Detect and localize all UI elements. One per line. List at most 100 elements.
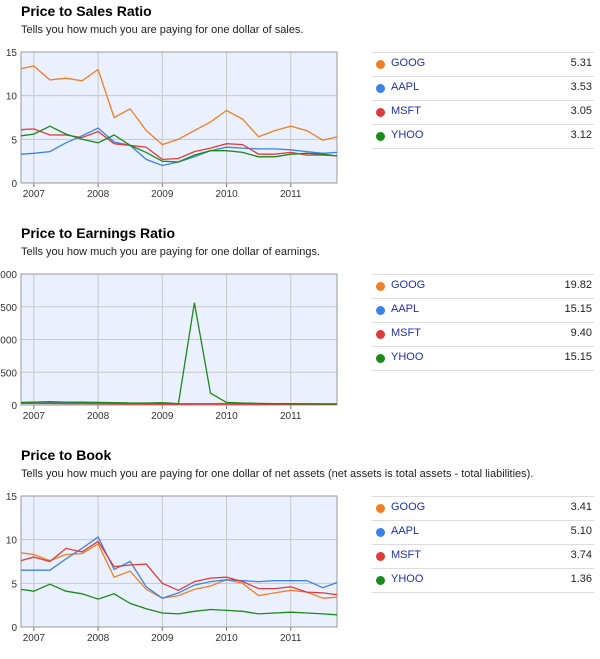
msft-dot-icon [376,108,385,117]
legend-row-yhoo: YHOO 15.15 [372,346,594,371]
y-tick-label: 0 [11,179,17,190]
x-tick-label: 2008 [87,633,110,644]
section-subtitle: Tells you how much you are paying for on… [21,246,321,258]
x-tick-label: 2007 [23,411,46,422]
ticker-link-aapl[interactable]: AAPL [391,81,420,93]
legend-row-aapl: AAPL 5.10 [372,520,594,544]
earnings-ratio-section: Price to Earnings Ratio Tells you how mu… [0,222,600,437]
x-tick-label: 2011 [280,189,302,200]
ticker-link-msft[interactable]: MSFT [391,327,421,339]
legend-value: 1.36 [570,573,592,585]
x-tick-label: 2011 [280,633,302,644]
x-tick-label: 2010 [215,189,238,200]
sales-ratio-section: Price to Sales Ratio Tells you how much … [0,0,600,215]
x-tick-label: 2009 [151,189,174,200]
legend-value: 3.74 [570,549,592,561]
plot-area [21,52,337,183]
y-tick-label: 15 [6,492,18,503]
x-tick-label: 2009 [151,633,174,644]
chart-svg: 0 500 1000 1500 2000 2007 2008 2009 2010 2011 [0,270,338,422]
legend-value: 19.82 [564,279,592,291]
series-line-yhoo [20,125,338,163]
yhoo-dot-icon [376,576,385,585]
legend-value: 15.15 [564,351,592,363]
legend-value: 5.31 [570,57,592,69]
series-line-msft [20,540,338,596]
legend-value: 5.10 [570,525,592,537]
y-tick-label: 15 [6,48,18,59]
ticker-link-goog[interactable]: GOOG [391,279,426,291]
ticker-link-aapl[interactable]: AAPL [391,525,420,537]
legend-row-goog: GOOG 19.82 [372,274,594,298]
aapl-dot-icon [376,306,385,315]
ticker-link-yhoo[interactable]: YHOO [391,573,424,585]
legend-row-msft: MSFT 3.05 [372,100,594,124]
y-tick-label: 500 [0,368,17,379]
series-line-yhoo [20,583,338,616]
legend-value: 3.53 [570,81,592,93]
section-title: Price to Sales Ratio [21,3,152,19]
goog-dot-icon [376,282,385,291]
series-line-goog [20,65,338,146]
book-ratio-legend: GOOG 3.41 AAPL 5.10 MSFT 3.74 YHOO 1.36 [372,496,594,593]
legend-row-goog: GOOG 5.31 [372,52,594,76]
plot-area [21,496,337,627]
ticker-link-goog[interactable]: GOOG [391,57,426,69]
sales-ratio-chart: 0 5 10 15 2007 2008 2009 2010 2011 [0,44,345,204]
ticker-link-yhoo[interactable]: YHOO [391,351,424,363]
y-tick-label: 5 [11,579,17,590]
ticker-link-msft[interactable]: MSFT [391,105,421,117]
legend-value: 15.15 [564,303,592,315]
legend-row-msft: MSFT 3.74 [372,544,594,568]
aapl-dot-icon [376,528,385,537]
x-tick-label: 2008 [87,411,110,422]
chart-svg: 0 5 10 15 2007 2008 2009 2010 2011 [6,492,338,644]
x-tick-label: 2007 [23,189,46,200]
y-tick-label: 2000 [0,270,17,281]
legend-row-aapl: AAPL 3.53 [372,76,594,100]
legend-row-yhoo: YHOO 1.36 [372,568,594,593]
legend-value: 3.05 [570,105,592,117]
x-tick-label: 2007 [23,633,46,644]
x-tick-label: 2010 [215,633,238,644]
ticker-link-msft[interactable]: MSFT [391,549,421,561]
goog-dot-icon [376,60,385,69]
msft-dot-icon [376,552,385,561]
legend-row-aapl: AAPL 15.15 [372,298,594,322]
legend-row-goog: GOOG 3.41 [372,496,594,520]
y-tick-label: 0 [11,623,17,634]
plot-border [20,51,338,184]
y-tick-label: 10 [6,536,18,547]
x-tick-label: 2010 [215,411,238,422]
book-ratio-chart: 0 5 10 15 2007 2008 2009 2010 2011 [0,488,345,648]
section-subtitle: Tells you how much you are paying for on… [21,24,304,36]
x-tick-label: 2008 [87,189,110,200]
y-tick-label: 0 [11,401,17,412]
x-tick-label: 2011 [280,411,302,422]
chart-svg: 0 5 10 15 2007 2008 2009 2010 2011 [6,48,338,200]
ticker-link-aapl[interactable]: AAPL [391,303,420,315]
y-tick-label: 1000 [0,336,17,347]
ticker-link-goog[interactable]: GOOG [391,501,426,513]
series-line-goog [20,543,338,599]
series-line-aapl [21,536,338,599]
yhoo-dot-icon [376,354,385,363]
msft-dot-icon [376,330,385,339]
legend-value: 3.41 [570,501,592,513]
y-tick-label: 1500 [0,303,17,314]
earnings-ratio-chart: 0 500 1000 1500 2000 2007 2008 2009 2010 2011 [0,266,345,426]
yhoo-dot-icon [376,132,385,141]
section-subtitle: Tells you how much you are paying for on… [21,468,534,480]
y-tick-label: 5 [11,135,17,146]
legend-row-yhoo: YHOO 3.12 [372,124,594,149]
section-title: Price to Book [21,447,112,463]
plot-border [20,495,338,628]
plot-border [20,273,338,406]
legend-value: 3.12 [570,129,592,141]
sales-ratio-legend: GOOG 5.31 AAPL 3.53 MSFT 3.05 YHOO 3.12 [372,52,594,149]
series-line-yhoo [20,302,337,405]
earnings-ratio-legend: GOOG 19.82 AAPL 15.15 MSFT 9.40 YHOO 15.15 [372,274,594,371]
legend-row-msft: MSFT 9.40 [372,322,594,346]
ticker-link-yhoo[interactable]: YHOO [391,129,424,141]
section-title: Price to Earnings Ratio [21,225,176,241]
